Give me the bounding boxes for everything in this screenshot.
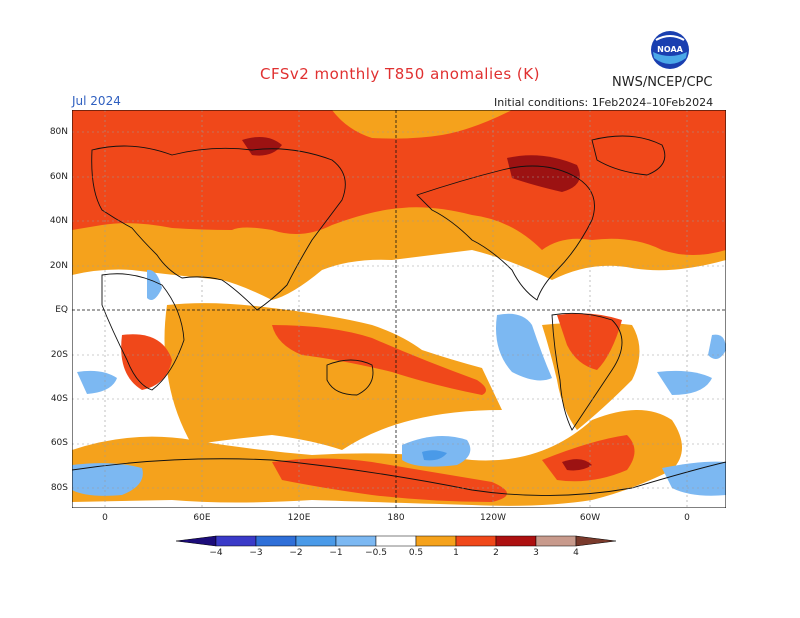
lon-label-0-east: 0 <box>684 513 690 523</box>
colorbar-swatch-4 <box>335 535 377 547</box>
lon-label-120w: 120W <box>479 513 507 523</box>
noaa-logo-text: NOAA <box>657 45 683 54</box>
chart-title: CFSv2 monthly T850 anomalies (K) <box>260 65 540 83</box>
colorbar-arrow-low <box>175 535 217 547</box>
colorbar-swatch-8 <box>495 535 537 547</box>
colorbar-swatch-3 <box>295 535 337 547</box>
colorbar-label-p05: 0.5 <box>408 548 424 558</box>
colorbar-swatch-5 <box>375 535 417 547</box>
colorbar-label-m05: −0.5 <box>365 548 387 558</box>
lat-label-40n: 40N <box>49 216 68 226</box>
colorbar-swatch-9 <box>535 535 577 547</box>
colorbar-label-p4: 4 <box>573 548 579 558</box>
lon-label-120e: 120E <box>287 513 311 523</box>
equator-dateline <box>72 110 726 508</box>
colorbar <box>175 535 617 547</box>
colorbar-swatch-2 <box>255 535 297 547</box>
colorbar-label-p2: 2 <box>493 548 499 558</box>
cool-anomaly-regions <box>72 269 726 496</box>
lat-label-20n: 20N <box>49 261 68 271</box>
colorbar-label-m2: −2 <box>289 548 303 558</box>
lat-label-40s: 40S <box>50 394 68 404</box>
forecast-month: Jul 2024 <box>72 94 121 108</box>
grid-lines <box>72 110 726 508</box>
colorbar-label-p3: 3 <box>533 548 539 558</box>
colorbar-swatch-7 <box>455 535 497 547</box>
lon-label-60e: 60E <box>193 513 211 523</box>
warm-anomaly-north <box>72 110 726 300</box>
colorbar-label-m3: −3 <box>249 548 263 558</box>
lat-label-20s: 20S <box>50 350 68 360</box>
lat-label-eq: EQ <box>55 305 68 315</box>
agency-label: NWS/NCEP/CPC <box>612 75 713 90</box>
colorbar-label-m4: −4 <box>209 548 223 558</box>
colorbar-label-p1: 1 <box>453 548 459 558</box>
colorbar-swatch-6 <box>415 535 457 547</box>
noaa-logo: NOAA <box>651 31 689 69</box>
lat-label-60n: 60N <box>49 172 68 182</box>
lat-label-80n: 80N <box>49 127 68 137</box>
warm-anomaly-tropics <box>121 303 640 450</box>
colorbar-label-m1: −1 <box>329 548 343 558</box>
lon-label-0: 0 <box>102 513 108 523</box>
lon-label-180: 180 <box>387 513 405 523</box>
lat-label-80s: 80S <box>50 483 68 493</box>
lon-label-60w: 60W <box>579 513 601 523</box>
coastlines <box>72 135 726 496</box>
lat-label-60s: 60S <box>50 438 68 448</box>
warm-anomaly-south <box>72 410 682 506</box>
colorbar-arrow-high <box>575 535 617 547</box>
anomaly-map <box>72 110 726 508</box>
initial-conditions: Initial conditions: 1Feb2024–10Feb2024 <box>494 96 714 109</box>
colorbar-swatch-1 <box>215 535 257 547</box>
